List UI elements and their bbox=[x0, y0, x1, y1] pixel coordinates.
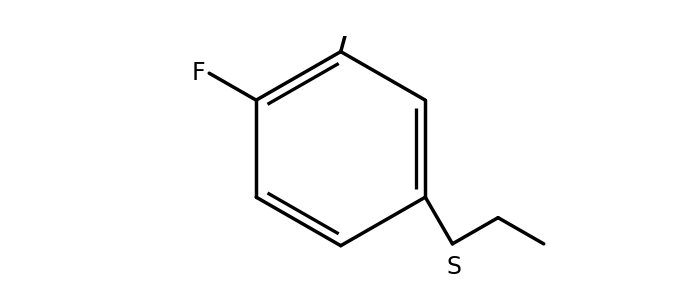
Text: F: F bbox=[192, 61, 205, 85]
Text: S: S bbox=[447, 255, 462, 279]
